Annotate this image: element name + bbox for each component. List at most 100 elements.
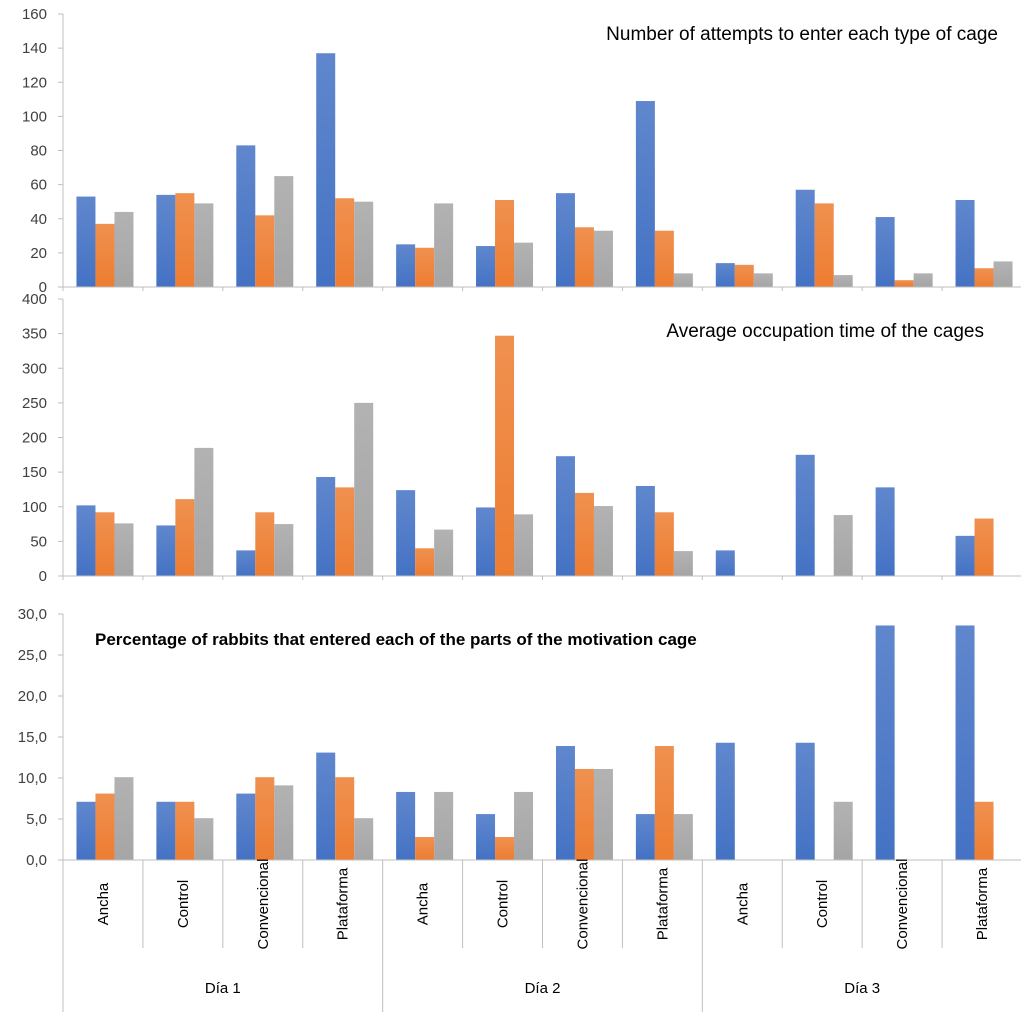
bar-series1-convencional-11 [875, 625, 895, 860]
bar-series3-plataforma-8 [673, 814, 693, 860]
bar-series1-control-2 [156, 194, 176, 287]
bar-series1-ancha-9 [715, 263, 735, 287]
bar-series2-plataforma-12 [974, 268, 994, 287]
y-tick-label: 10,0 [18, 770, 47, 787]
bar-series1-convencional-7 [555, 746, 575, 860]
bar-series1-control-2 [156, 801, 176, 860]
chart-panel-2: 0 50 100 150 200 250 300 350 400 Average occupati… [22, 291, 1021, 585]
bar-series1-plataforma-8 [635, 814, 655, 860]
bar-series1-ancha-5 [396, 791, 416, 860]
bar-series1-plataforma-8 [635, 101, 655, 287]
bar-series1-plataforma-12 [955, 535, 975, 576]
bar-series3-ancha-1 [114, 777, 134, 860]
bar-series3-control-6 [514, 242, 534, 287]
x-category-label: Plataforma [335, 867, 352, 940]
bar-series2-control-10 [814, 203, 834, 287]
bar-series3-plataforma-4 [354, 201, 374, 287]
bar-series1-plataforma-4 [316, 476, 336, 576]
bar-series2-control-2 [175, 499, 195, 576]
bar-series1-plataforma-12 [955, 199, 975, 287]
y-tick-label: 20,0 [18, 688, 47, 705]
bar-series3-convencional-3 [274, 785, 294, 860]
bar-series2-convencional-7 [574, 768, 594, 860]
bar-series3-convencional-3 [274, 524, 294, 576]
bar-series1-control-10 [795, 454, 815, 576]
x-group-label: Día 1 [205, 980, 241, 997]
bar-series2-ancha-5 [415, 548, 435, 576]
y-tick-label: 15,0 [18, 729, 47, 746]
bar-series2-convencional-7 [574, 492, 594, 576]
y-tick-label: 50 [30, 533, 47, 550]
bar-series1-ancha-5 [396, 490, 416, 576]
x-category-label: Ancha [95, 882, 112, 925]
bar-series2-plataforma-8 [654, 746, 674, 860]
y-tick-label: 40 [30, 211, 47, 228]
y-tick-label: 0 [39, 568, 47, 585]
x-group-label: Día 2 [525, 980, 561, 997]
bar-series3-convencional-11 [913, 273, 933, 287]
bar-series1-ancha-1 [76, 505, 96, 576]
bar-series1-convencional-3 [236, 550, 256, 576]
chart-title: Number of attempts to enter each type of… [606, 24, 998, 45]
bar-series3-control-6 [514, 791, 534, 860]
bar-series1-convencional-11 [875, 487, 895, 576]
bar-series2-control-6 [495, 837, 515, 860]
bar-series3-plataforma-8 [673, 273, 693, 287]
bar-series2-convencional-3 [255, 215, 275, 287]
bar-series3-ancha-5 [434, 203, 454, 287]
bar-series2-plataforma-4 [335, 198, 355, 287]
bar-series1-control-6 [476, 246, 496, 287]
bar-series1-ancha-5 [396, 244, 416, 287]
x-category-label: Ancha [734, 882, 751, 925]
bar-series1-ancha-1 [76, 196, 96, 287]
bar-series1-control-10 [795, 742, 815, 860]
y-tick-label: 160 [22, 6, 47, 23]
x-category-label: Convencional [894, 859, 911, 950]
y-tick-label: 350 [22, 326, 47, 343]
bar-series1-convencional-7 [555, 193, 575, 287]
bar-series3-control-10 [833, 275, 853, 287]
y-tick-label: 300 [22, 360, 47, 377]
bar-series2-convencional-3 [255, 777, 275, 860]
bar-series2-plataforma-12 [974, 518, 994, 576]
bar-series3-plataforma-12 [993, 261, 1013, 287]
y-tick-label: 100 [22, 108, 47, 125]
bar-series1-control-10 [795, 189, 815, 287]
chart-title: Average occupation time of the cages [666, 321, 984, 342]
bar-series3-control-6 [514, 514, 534, 576]
bar-series2-plataforma-4 [335, 487, 355, 576]
x-category-label: Plataforma [654, 867, 671, 940]
bar-series3-convencional-7 [593, 768, 613, 860]
bar-series1-plataforma-4 [316, 53, 336, 288]
bar-series2-plataforma-4 [335, 777, 355, 860]
bar-series1-convencional-3 [236, 793, 256, 860]
x-category-label: Control [175, 880, 192, 928]
bar-series2-control-6 [495, 199, 515, 287]
bar-series2-convencional-11 [894, 280, 914, 287]
bar-series2-plataforma-12 [974, 801, 994, 860]
bar-series2-ancha-9 [734, 264, 754, 287]
bar-series2-ancha-5 [415, 247, 435, 287]
y-tick-label: 5,0 [26, 811, 47, 828]
x-category-label: Plataforma [974, 867, 991, 940]
bar-series1-ancha-9 [715, 550, 735, 576]
bar-series3-ancha-5 [434, 529, 454, 576]
x-category-label: Ancha [415, 882, 432, 925]
bar-series2-control-6 [495, 335, 515, 576]
chart-panel-3: 0,0 5,0 10,0 15,0 20,0 25,0 30,0 Percentage of … [18, 606, 1021, 869]
y-tick-label: 100 [22, 499, 47, 516]
bar-series1-control-6 [476, 814, 496, 860]
bar-series2-plataforma-8 [654, 230, 674, 287]
bar-series2-convencional-3 [255, 512, 275, 576]
bar-series1-control-2 [156, 525, 176, 576]
y-tick-label: 60 [30, 177, 47, 194]
y-tick-label: 200 [22, 430, 47, 447]
bar-series3-ancha-1 [114, 523, 134, 576]
chart-panel-1: 0 20 40 60 80 100 120 140 160 Number of attempts … [22, 6, 1021, 296]
x-category-label: Control [814, 880, 831, 928]
bar-series3-control-10 [833, 801, 853, 860]
bar-series3-ancha-1 [114, 211, 134, 287]
y-tick-label: 30,0 [18, 606, 47, 623]
bar-series2-control-2 [175, 801, 195, 860]
